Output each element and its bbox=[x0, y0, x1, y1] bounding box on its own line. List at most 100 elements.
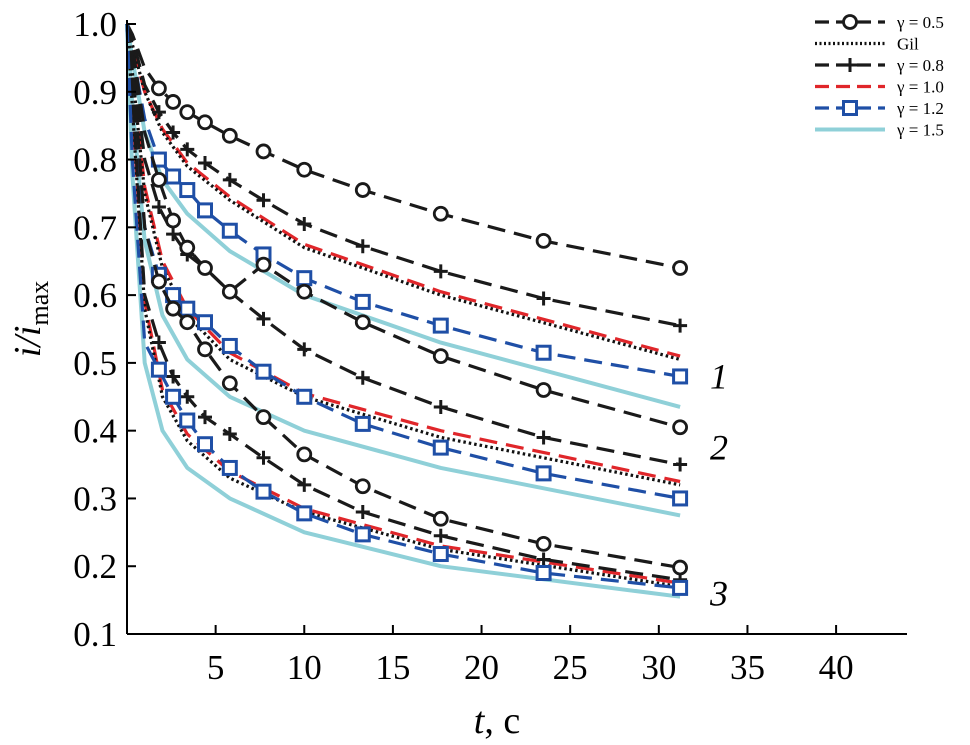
x-tick-label: 5 bbox=[207, 648, 225, 687]
curve-group-label-2: 2 bbox=[710, 428, 728, 468]
data-point-group2-g05 bbox=[296, 283, 313, 300]
data-point-group2-g05 bbox=[197, 260, 213, 276]
data-point-group2-g12 bbox=[354, 415, 371, 432]
legend-label-g05: γ = 0.5 bbox=[896, 13, 944, 32]
data-point-group1-g12 bbox=[354, 293, 371, 310]
data-point-group1-g08 bbox=[433, 264, 448, 279]
data-point-group3-g05 bbox=[179, 314, 196, 331]
series-line-group1-g12 bbox=[125, 23, 681, 378]
data-point-group3-g08 bbox=[151, 335, 166, 350]
data-point-group2-g05 bbox=[255, 256, 272, 273]
data-point-group3-g12 bbox=[354, 526, 371, 543]
series-line-group3-g08 bbox=[125, 23, 681, 582]
series-line-group3-g15 bbox=[125, 23, 681, 599]
data-point-group1-g12 bbox=[672, 368, 689, 385]
data-point-group1-g05 bbox=[296, 161, 313, 178]
data-point-group2-g05 bbox=[221, 283, 238, 300]
data-point-group3-g05 bbox=[672, 559, 688, 576]
data-point-group2-g12 bbox=[296, 388, 313, 405]
data-point-group1-g08 bbox=[151, 105, 166, 120]
data-point-group1-g12 bbox=[165, 168, 182, 185]
data-point-group1-g08 bbox=[256, 193, 271, 208]
curve-group-label-1: 1 bbox=[710, 356, 728, 396]
series-line-group1-g10 bbox=[125, 23, 681, 358]
data-point-group3-g12 bbox=[165, 388, 182, 405]
data-point-group3-g08 bbox=[536, 552, 551, 567]
data-point-group3-g05 bbox=[432, 510, 449, 527]
data-point-group1-g05 bbox=[197, 114, 213, 131]
data-point-group2-g08 bbox=[166, 227, 181, 242]
data-point-group1-g05 bbox=[165, 94, 181, 110]
y-tick-label: 1.0 bbox=[73, 5, 117, 44]
data-point-group3-g12 bbox=[432, 546, 449, 563]
data-point-group2-g08 bbox=[256, 311, 271, 326]
data-point-group1-g08 bbox=[297, 216, 312, 231]
data-point-group2-g12 bbox=[197, 314, 213, 331]
data-point-group2-g05 bbox=[432, 348, 449, 365]
data-point-group3-g05 bbox=[255, 409, 272, 426]
data-point-group3-g12 bbox=[255, 483, 272, 500]
data-point-group1-g05 bbox=[151, 80, 167, 97]
data-point-group3-g08 bbox=[166, 369, 181, 384]
data-point-group3-g08 bbox=[297, 477, 312, 492]
y-tick-label: 0.5 bbox=[73, 344, 117, 383]
legend-label-g10: γ = 1.0 bbox=[896, 78, 944, 97]
data-point-group3-g08 bbox=[222, 427, 237, 442]
chart-curves bbox=[125, 23, 689, 599]
data-point-group2-g12 bbox=[221, 337, 238, 354]
data-point-group2-g08 bbox=[536, 430, 551, 445]
series-line-group2-g12 bbox=[125, 23, 681, 500]
data-point-group1-g12 bbox=[535, 344, 552, 361]
y-tick-label: 0.3 bbox=[73, 479, 117, 518]
data-point-group2-g12 bbox=[535, 465, 552, 482]
legend-marker-g08 bbox=[843, 58, 857, 72]
data-point-group2-g08 bbox=[433, 399, 448, 414]
data-point-group1-g08 bbox=[180, 142, 195, 157]
data-point-group1-g08 bbox=[355, 239, 370, 254]
curve-group-label-3: 3 bbox=[709, 573, 728, 613]
data-point-group1-g12 bbox=[197, 202, 213, 219]
x-tick-label: 25 bbox=[553, 648, 588, 687]
data-point-group2-g05 bbox=[672, 419, 688, 436]
x-tick-label: 10 bbox=[287, 648, 322, 687]
data-point-group3-g08 bbox=[355, 505, 370, 519]
data-point-group1-g12 bbox=[432, 317, 449, 334]
legend-marker-g05 bbox=[842, 14, 858, 30]
data-point-group3-g12 bbox=[197, 436, 213, 453]
data-point-group3-g12 bbox=[296, 505, 313, 522]
chart-group-labels: 1 2 3 bbox=[709, 356, 728, 613]
data-point-group2-g08 bbox=[355, 370, 370, 385]
series-line-group3-g05 bbox=[125, 23, 681, 570]
data-point-group3-g12 bbox=[535, 565, 552, 581]
legend-label-gil: Gil bbox=[897, 35, 919, 54]
data-point-group1-g05 bbox=[354, 182, 371, 198]
data-point-group1-g08 bbox=[198, 155, 212, 170]
series-line-group1-g08 bbox=[125, 23, 681, 328]
series-line-group3-g12 bbox=[125, 23, 681, 590]
legend-label-g15: γ = 1.5 bbox=[896, 121, 944, 140]
data-point-group3-g08 bbox=[198, 410, 212, 425]
data-point-group3-g05 bbox=[165, 300, 181, 317]
data-point-group1-g12 bbox=[296, 270, 313, 287]
data-point-group1-g08 bbox=[536, 291, 551, 306]
data-point-group3-g05 bbox=[296, 446, 313, 463]
data-point-group1-g05 bbox=[432, 205, 449, 222]
series-line-group2-g08 bbox=[125, 23, 681, 467]
data-point-group2-g08 bbox=[297, 342, 312, 357]
data-point-group3-g08 bbox=[256, 450, 271, 465]
legend-marker-g12 bbox=[842, 100, 858, 116]
x-tick-label: 30 bbox=[641, 648, 676, 687]
data-point-group2-g12 bbox=[179, 300, 196, 317]
data-point-group1-g08 bbox=[166, 125, 181, 140]
legend-label-g12: γ = 1.2 bbox=[896, 99, 944, 118]
y-tick-label: 0.6 bbox=[73, 276, 117, 315]
data-point-group3-g12 bbox=[150, 361, 167, 378]
data-point-group1-g05 bbox=[535, 232, 552, 249]
series-line-group2-g05 bbox=[125, 23, 681, 429]
series-line-group1-g05 bbox=[125, 23, 681, 270]
y-tick-label: 0.4 bbox=[73, 412, 117, 451]
series-line-group1-gil bbox=[125, 23, 681, 362]
data-point-group2-g12 bbox=[255, 363, 272, 380]
y-tick-label: 0.2 bbox=[73, 547, 117, 586]
